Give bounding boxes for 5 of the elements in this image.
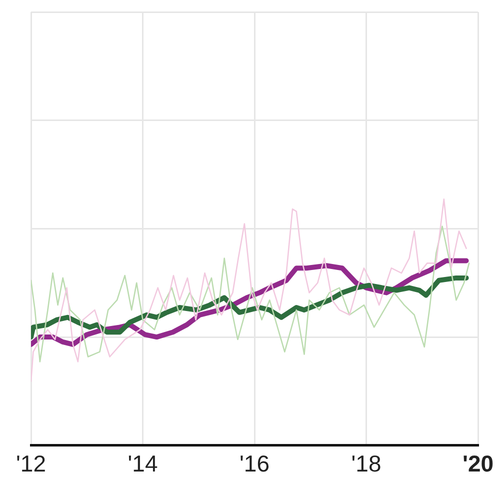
x-tick-label: '20 xyxy=(462,450,494,477)
x-tick-label: '14 xyxy=(128,450,158,477)
x-tick-label: '16 xyxy=(240,450,270,477)
x-tick-label: '12 xyxy=(16,450,46,477)
x-tick-label: '18 xyxy=(351,450,382,477)
